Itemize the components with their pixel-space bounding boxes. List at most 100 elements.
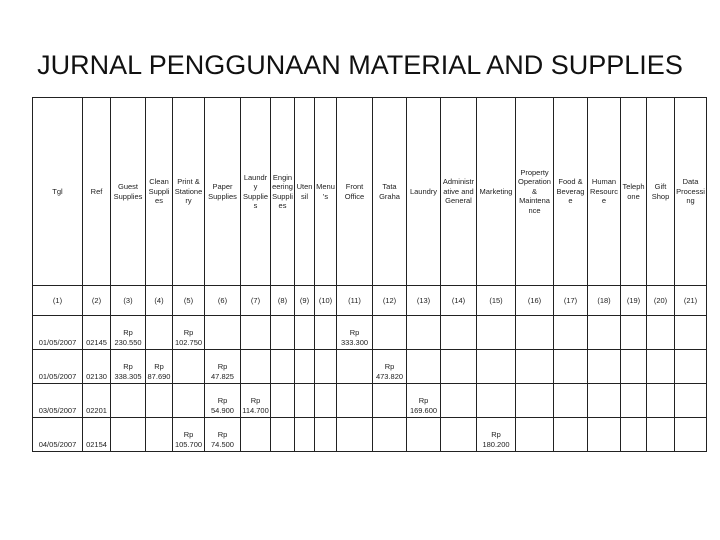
header-cell: Gift Shop (646, 97, 675, 286)
data-cell (646, 383, 675, 418)
data-cell: Rp 74.500 (204, 417, 241, 452)
column-number-cell: (2) (82, 285, 111, 316)
data-cell (270, 417, 295, 452)
data-cell (314, 349, 337, 384)
data-cell (620, 417, 647, 452)
column-number-cell: (5) (172, 285, 205, 316)
data-cell: Rp 180.200 (476, 417, 516, 452)
slide-title: JURNAL PENGGUNAAN MATERIAL AND SUPPLIES (37, 50, 683, 80)
data-cell (314, 383, 337, 418)
data-cell: Rp 54.900 (204, 383, 241, 418)
data-cell: Rp 47.825 (204, 349, 241, 384)
data-cell: 04/05/2007 (32, 417, 83, 452)
header-cell: Property Operation & Maintenance (515, 97, 554, 286)
data-cell (372, 417, 407, 452)
data-cell (646, 417, 675, 452)
data-cell (336, 349, 373, 384)
data-cell: Rp 169.600 (406, 383, 441, 418)
data-cell (476, 315, 516, 350)
data-cell (294, 383, 315, 418)
header-cell: Menu's (314, 97, 337, 286)
data-cell (145, 417, 173, 452)
data-cell (515, 349, 554, 384)
header-cell: Administrative and General (440, 97, 477, 286)
header-cell: Print & Stationery (172, 97, 205, 286)
data-cell (515, 383, 554, 418)
header-cell: Data Processing (674, 97, 707, 286)
data-cell: Rp 105.700 (172, 417, 205, 452)
data-cell: 01/05/2007 (32, 315, 83, 350)
data-cell (372, 315, 407, 350)
data-cell (172, 349, 205, 384)
column-number-cell: (13) (406, 285, 441, 316)
data-cell (240, 349, 271, 384)
data-row: 04/05/2007 02154 Rp 105.700 Rp 74.500 Rp 180… (32, 417, 707, 452)
column-number-cell: (14) (440, 285, 477, 316)
data-cell: Rp 102.750 (172, 315, 205, 350)
data-cell (270, 349, 295, 384)
data-cell (620, 383, 647, 418)
header-cell: Engineering Supplies (270, 97, 295, 286)
data-cell: Rp 473.820 (372, 349, 407, 384)
data-cell: 01/05/2007 (32, 349, 83, 384)
column-number-cell: (20) (646, 285, 675, 316)
data-cell (440, 417, 477, 452)
data-cell (440, 383, 477, 418)
data-cell (336, 417, 373, 452)
header-cell: Laundry (406, 97, 441, 286)
data-cell (314, 417, 337, 452)
journal-table: Tgl Ref Guest Supplies Clean Supplies Print … (32, 97, 707, 452)
data-cell (587, 315, 621, 350)
data-row: 01/05/2007 02130 Rp 338.305 Rp 87.690 Rp 47.… (32, 349, 707, 384)
header-cell: Paper Supplies (204, 97, 241, 286)
header-cell: Guest Supplies (110, 97, 146, 286)
data-cell (406, 349, 441, 384)
column-number-cell: (21) (674, 285, 707, 316)
data-cell (587, 349, 621, 384)
data-cell (270, 315, 295, 350)
data-cell (515, 417, 554, 452)
data-cell (294, 315, 315, 350)
data-cell (620, 349, 647, 384)
data-cell: Rp 114.700 (240, 383, 271, 418)
data-row: 03/05/2007 02201 Rp 54.900 Rp 114.700 Rp 169… (32, 383, 707, 418)
data-cell (646, 315, 675, 350)
header-cell: Human Resource (587, 97, 621, 286)
data-cell (204, 315, 241, 350)
data-cell (646, 349, 675, 384)
data-cell (553, 383, 588, 418)
column-number-cell: (10) (314, 285, 337, 316)
data-cell (314, 315, 337, 350)
data-cell (553, 315, 588, 350)
header-cell: Telephone (620, 97, 647, 286)
data-cell: Rp 333.300 (336, 315, 373, 350)
data-cell: 02201 (82, 383, 111, 418)
column-number-cell: (6) (204, 285, 241, 316)
header-cell: Food & Beverage (553, 97, 588, 286)
data-cell (587, 383, 621, 418)
data-cell (240, 315, 271, 350)
column-number-cell: (7) (240, 285, 271, 316)
header-cell: Clean Supplies (145, 97, 173, 286)
data-cell: Rp 87.690 (145, 349, 173, 384)
data-cell (145, 383, 173, 418)
data-cell: 02130 (82, 349, 111, 384)
data-cell (476, 349, 516, 384)
header-cell: Ref (82, 97, 111, 286)
data-cell (270, 383, 295, 418)
data-cell (620, 315, 647, 350)
data-cell (515, 315, 554, 350)
column-number-cell: (11) (336, 285, 373, 316)
column-number-cell: (19) (620, 285, 647, 316)
column-number-cell: (8) (270, 285, 295, 316)
data-cell (336, 383, 373, 418)
data-cell (406, 417, 441, 452)
header-cell: Laundry Supplies (240, 97, 271, 286)
data-cell: 03/05/2007 (32, 383, 83, 418)
data-cell (674, 349, 707, 384)
column-number-cell: (17) (553, 285, 588, 316)
data-cell (440, 349, 477, 384)
data-cell (372, 383, 407, 418)
data-cell (553, 349, 588, 384)
